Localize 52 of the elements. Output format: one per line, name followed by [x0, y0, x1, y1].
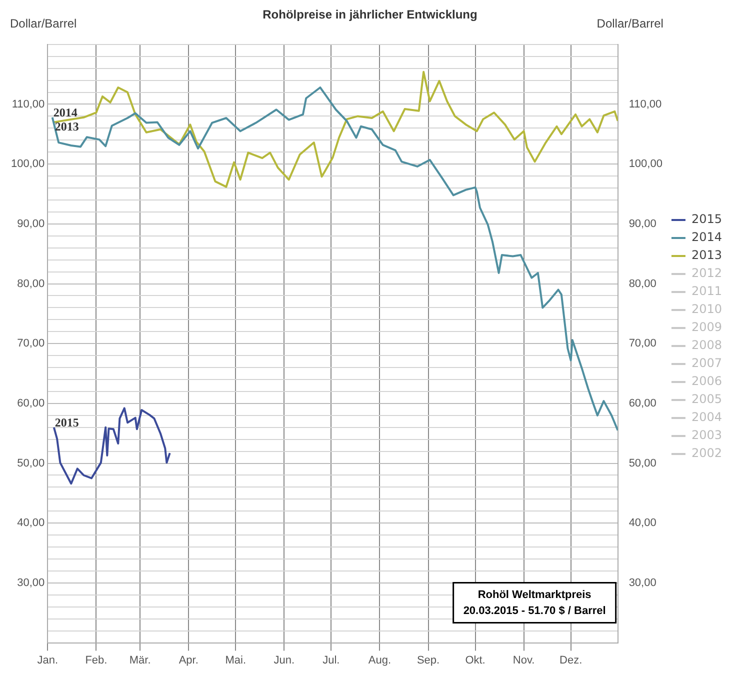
y2-axis-title: Dollar/Barrel [596, 16, 664, 31]
legend-label: 2011 [691, 284, 722, 298]
text: 2013 [54, 119, 79, 134]
x-tick-label: Jun. [274, 654, 295, 666]
y-tick-label: 110,00 [12, 98, 45, 110]
legend-label: 2002 [691, 446, 722, 460]
x-tick-label: Sep. [416, 654, 440, 666]
y2-tick-label: 30,00 [628, 576, 656, 589]
y-tick-label: 80,00 [17, 278, 45, 290]
x-tick-label: Mai. [225, 654, 246, 666]
y-tick-label: 30,00 [17, 576, 45, 589]
y2-tick-label: 60,00 [628, 397, 656, 410]
x-tick-label: Okt. [465, 654, 486, 666]
legend-label: 2012 [691, 266, 722, 280]
legend-label: 2006 [691, 374, 722, 388]
legend-label: 2004 [691, 410, 722, 424]
legend-label: 2003 [691, 428, 722, 442]
y-axis-title: Dollar/Barrel [10, 16, 77, 31]
legend-label: 2015 [691, 212, 722, 226]
y2-tick-label: 110,00 [628, 98, 662, 110]
x-tick-label: Jul. [322, 654, 340, 666]
x-tick-label: Jan. [37, 654, 58, 666]
legend-label: 2014 [691, 230, 722, 244]
y-tick-label: 40,00 [17, 517, 45, 530]
y2-tick-label: 70,00 [628, 338, 656, 350]
x-tick-label: Feb. [85, 654, 108, 666]
x-tick-label: Dez. [560, 654, 582, 666]
annotation: Rohöl Weltmarktpreis [478, 588, 592, 601]
y-tick-label: 50,00 [17, 457, 45, 470]
annotation: 20.03.2015 - 51.70 $ / Barrel [463, 604, 606, 617]
x-tick-label: Aug. [368, 654, 392, 666]
y-tick-label: 60,00 [17, 397, 45, 410]
y2-tick-label: 90,00 [628, 218, 656, 230]
y2-tick-label: 40,00 [628, 517, 656, 530]
legend-label: 2009 [691, 320, 722, 334]
y2-tick-label: 50,00 [628, 457, 656, 470]
y-tick-label: 70,00 [17, 338, 45, 350]
legend-label: 2008 [691, 338, 722, 352]
y-tick-label: 100,00 [10, 158, 45, 170]
y2-tick-label: 80,00 [628, 278, 656, 290]
text: 2015 [54, 415, 79, 430]
y-tick-label: 90,00 [17, 218, 45, 230]
text: 2014 [53, 106, 78, 120]
legend-label: 2010 [691, 302, 722, 316]
chart-title: Rohölpreise in jährlicher Entwicklung [262, 8, 478, 22]
x-tick-label: Nov. [512, 654, 535, 666]
legend-label: 2007 [691, 356, 722, 370]
y2-tick-label: 100,00 [628, 158, 662, 170]
x-tick-label: Mär. [129, 654, 151, 666]
x-tick-label: Apr. [178, 654, 198, 666]
legend-label: 2005 [691, 392, 722, 406]
legend-label: 2013 [691, 248, 722, 262]
